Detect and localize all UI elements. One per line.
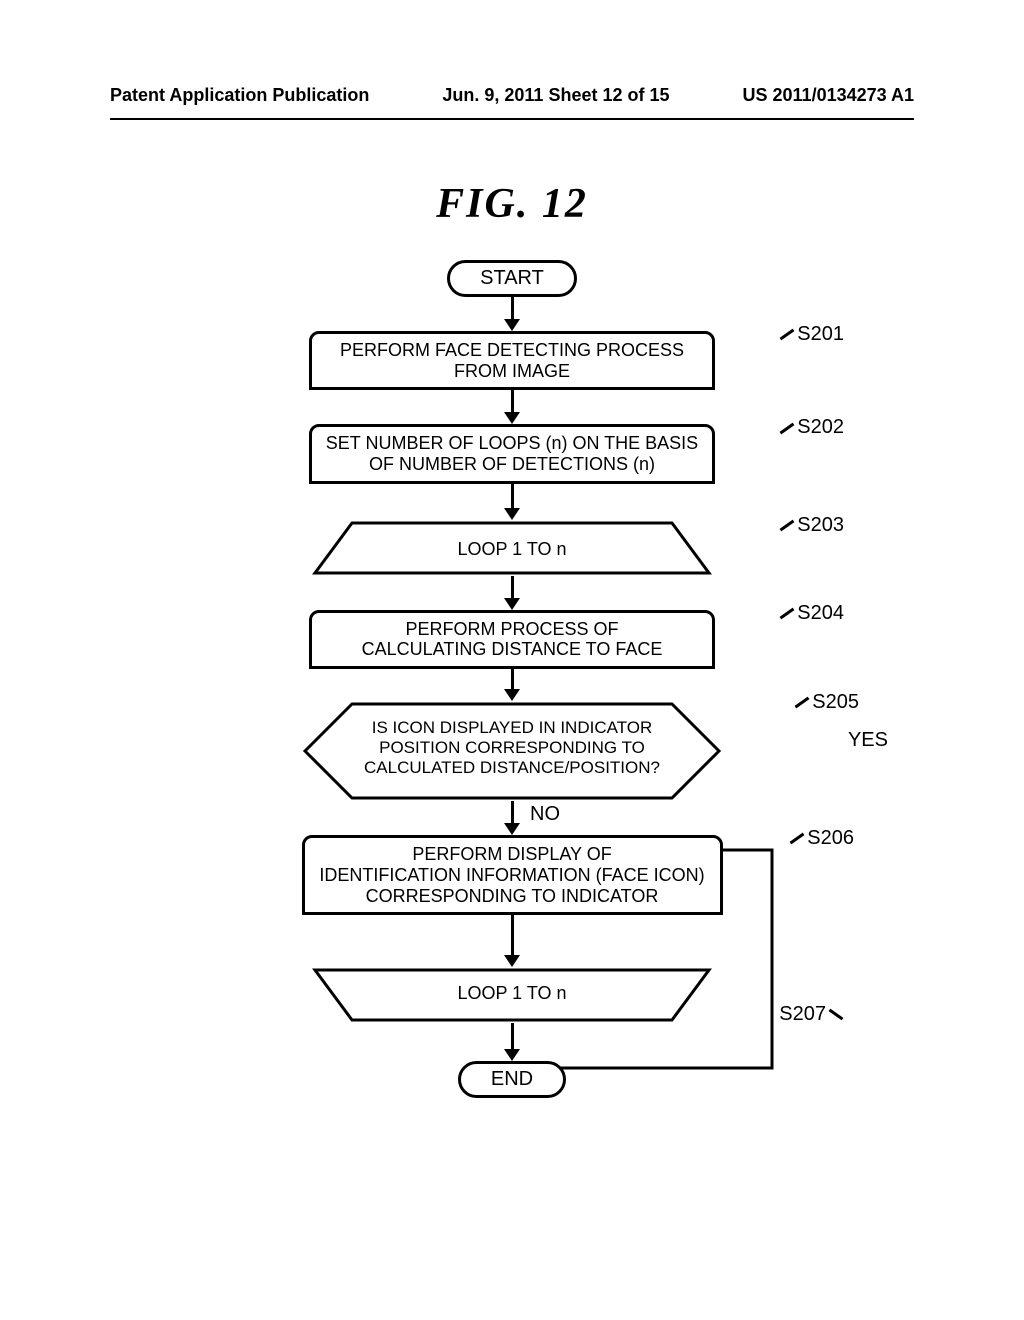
header-left: Patent Application Publication (110, 85, 369, 106)
arrow (504, 669, 520, 701)
s203-text: LOOP 1 TO n (457, 539, 566, 559)
loop-bottom-s207: LOOP 1 TO n (312, 967, 712, 1023)
s205-text-2: POSITION CORRESPONDING TO (379, 738, 645, 757)
s203-row: LOOP 1 TO n S203 (0, 520, 1024, 576)
s201-row: PERFORM FACE DETECTING PROCESSFROM IMAGE… (0, 331, 1024, 390)
start-row: START (0, 260, 1024, 297)
arrow (504, 801, 520, 835)
no-label: NO (530, 803, 560, 826)
loop-top-s203: LOOP 1 TO n (312, 520, 712, 576)
arrow (504, 484, 520, 520)
arrow (504, 576, 520, 610)
header-row: Patent Application Publication Jun. 9, 2… (110, 85, 914, 110)
start-terminal: START (447, 260, 577, 297)
process-s201: PERFORM FACE DETECTING PROCESSFROM IMAGE (309, 331, 715, 390)
label-s206: S206 (789, 827, 854, 850)
s205-text-3: CALCULATED DISTANCE/POSITION? (364, 758, 660, 777)
s206-text: PERFORM DISPLAY OFIDENTIFICATION INFORMA… (319, 844, 704, 905)
s202-text: SET NUMBER OF LOOPS (n) ON THE BASISOF N… (326, 433, 698, 474)
header-right: US 2011/0134273 A1 (743, 85, 914, 106)
page: Patent Application Publication Jun. 9, 2… (0, 0, 1024, 1320)
arrow (504, 297, 520, 331)
process-s206: PERFORM DISPLAY OFIDENTIFICATION INFORMA… (302, 835, 723, 915)
end-row: END (0, 1061, 1024, 1098)
s204-row: PERFORM PROCESS OFCALCULATING DISTANCE T… (0, 610, 1024, 669)
label-s205: S205 (794, 691, 859, 714)
header-center: Jun. 9, 2011 Sheet 12 of 15 (442, 85, 669, 106)
s205-row: IS ICON DISPLAYED IN INDICATOR POSITION … (0, 701, 1024, 801)
s206-row: PERFORM DISPLAY OFIDENTIFICATION INFORMA… (0, 835, 1024, 915)
label-s204: S204 (779, 602, 844, 625)
process-s202: SET NUMBER OF LOOPS (n) ON THE BASISOF N… (309, 424, 715, 483)
header-rule (110, 118, 914, 120)
s204-text: PERFORM PROCESS OFCALCULATING DISTANCE T… (362, 619, 663, 660)
s201-text: PERFORM FACE DETECTING PROCESSFROM IMAGE (340, 340, 684, 381)
s207-text: LOOP 1 TO n (457, 983, 566, 1003)
yes-label: YES (848, 729, 888, 752)
label-s207: S207 (779, 1003, 844, 1026)
s205-text-1: IS ICON DISPLAYED IN INDICATOR (372, 718, 653, 737)
no-arrow-row: NO (0, 801, 1024, 835)
page-header: Patent Application Publication Jun. 9, 2… (0, 85, 1024, 120)
end-terminal: END (458, 1061, 566, 1098)
arrow (504, 1023, 520, 1061)
label-s202: S202 (779, 416, 844, 439)
process-s204: PERFORM PROCESS OFCALCULATING DISTANCE T… (309, 610, 715, 669)
s202-row: SET NUMBER OF LOOPS (n) ON THE BASISOF N… (0, 424, 1024, 483)
arrow (504, 390, 520, 424)
s207-row: LOOP 1 TO n S207 (0, 967, 1024, 1023)
decision-s205: IS ICON DISPLAYED IN INDICATOR POSITION … (302, 701, 722, 801)
label-s203: S203 (779, 514, 844, 537)
arrow (504, 915, 520, 967)
label-s201: S201 (779, 323, 844, 346)
figure-title: FIG. 12 (0, 180, 1024, 228)
flowchart: START PERFORM FACE DETECTING PROCESSFROM… (0, 260, 1024, 1098)
